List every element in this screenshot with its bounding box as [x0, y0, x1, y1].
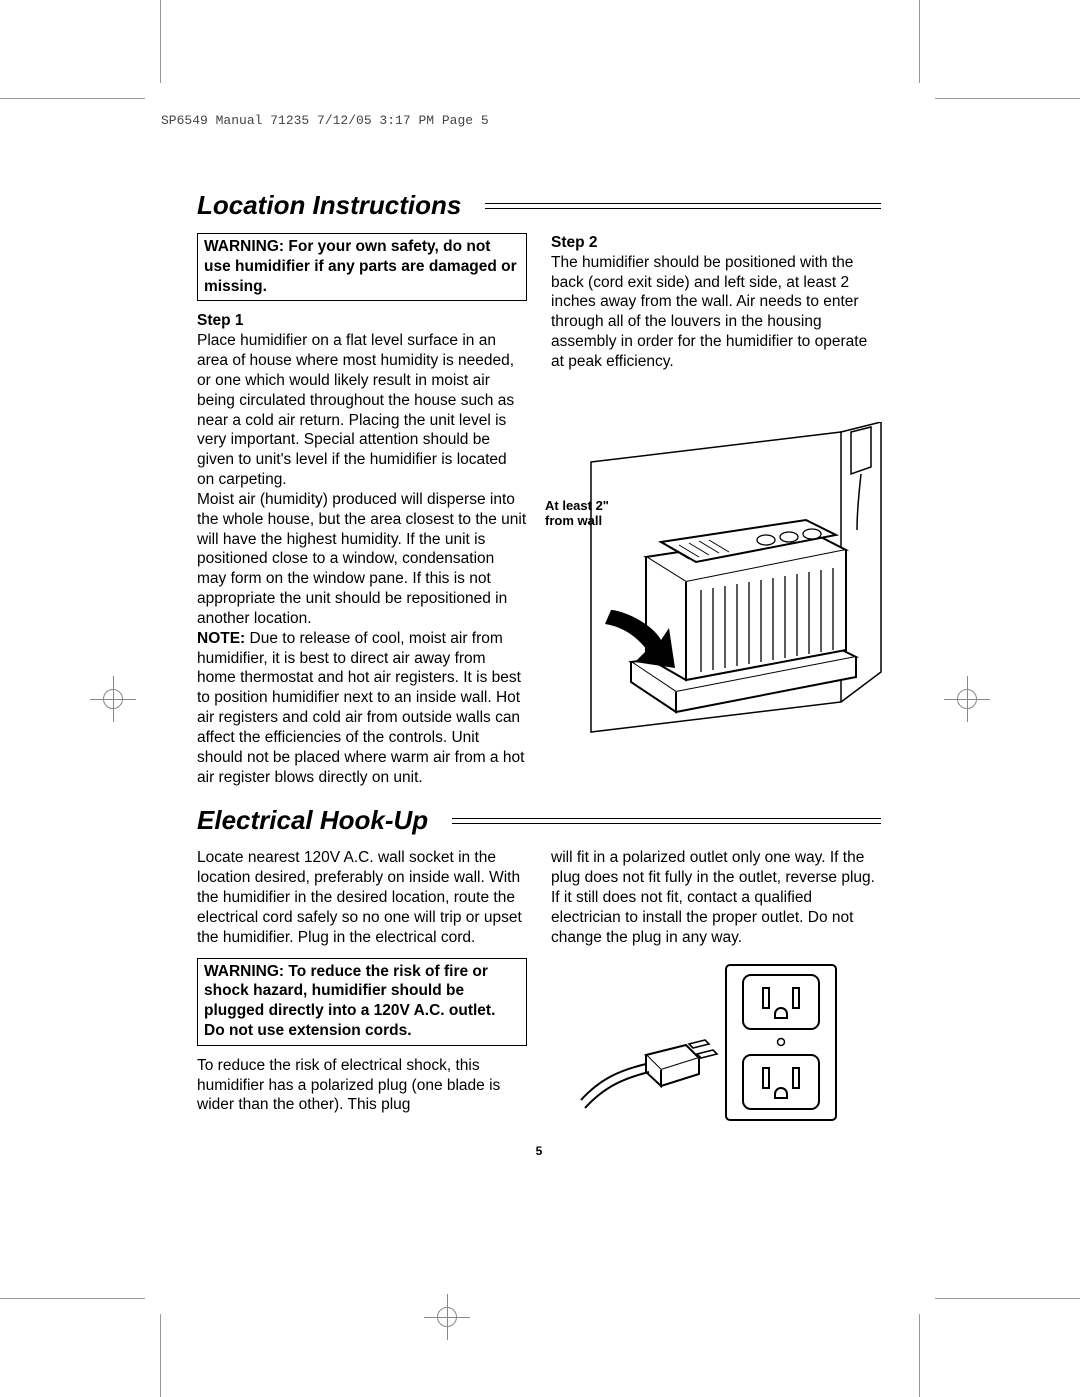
- note-label: NOTE:: [197, 630, 245, 647]
- outlet-illustration-wrap: [551, 960, 881, 1130]
- section-heading-electrical: Electrical Hook-Up: [197, 805, 881, 836]
- body-span: Due to release of cool, moist air from h…: [197, 630, 524, 786]
- crop-mark: [0, 1298, 145, 1299]
- section-rule: [452, 818, 881, 824]
- body-span: Moist air (humidity) produced will dispe…: [197, 491, 526, 627]
- outlet-illustration: [551, 960, 881, 1130]
- body-text: To reduce the risk of electrical shock, …: [197, 1056, 527, 1115]
- body-text: The humidifier should be positioned with…: [551, 253, 881, 372]
- section2-col-left: Locate nearest 120V A.C. wall socket in …: [197, 848, 527, 1129]
- page-content: Location Instructions WARNING: For your …: [197, 190, 881, 1130]
- print-job-text: SP6549 Manual 71235 7/12/05 3:17 PM Page…: [161, 113, 489, 128]
- body-text: will fit in a polarized outlet only one …: [551, 848, 881, 947]
- crop-mark: [0, 98, 145, 99]
- section-title: Electrical Hook-Up: [197, 805, 428, 836]
- registration-mark: [430, 1300, 464, 1334]
- crop-mark: [919, 1314, 920, 1397]
- section1-columns: WARNING: For your own safety, do not use…: [197, 233, 881, 787]
- crop-mark: [935, 1298, 1080, 1299]
- section2-col-right: will fit in a polarized outlet only one …: [551, 848, 881, 1129]
- humidifier-illustration: [561, 422, 891, 752]
- crop-mark: [160, 1314, 161, 1397]
- section-title: Location Instructions: [197, 190, 461, 221]
- section-heading-location: Location Instructions: [197, 190, 881, 221]
- registration-mark: [950, 682, 984, 716]
- crop-mark: [919, 0, 920, 83]
- page-number: 5: [536, 1144, 543, 1158]
- warning-box: WARNING: To reduce the risk of fire or s…: [197, 958, 527, 1046]
- warning-text: WARNING: For your own safety, do not use…: [204, 238, 517, 295]
- body-text: Moist air (humidity) produced will dispe…: [197, 490, 527, 787]
- crop-mark: [160, 0, 161, 83]
- crop-mark: [935, 98, 1080, 99]
- section1-col-right: Step 2 The humidifier should be position…: [551, 233, 881, 787]
- print-job-line: SP6549 Manual 71235 7/12/05 3:17 PM Page…: [161, 113, 489, 128]
- section1-col-left: WARNING: For your own safety, do not use…: [197, 233, 527, 787]
- humidifier-illustration-wrap: At least 2" from wall: [551, 432, 881, 762]
- section2-columns: Locate nearest 120V A.C. wall socket in …: [197, 848, 881, 1129]
- section-rule: [485, 203, 881, 209]
- warning-box: WARNING: For your own safety, do not use…: [197, 233, 527, 301]
- body-text: Place humidifier on a flat level surface…: [197, 331, 527, 490]
- warning-text: WARNING: To reduce the risk of fire or s…: [204, 963, 495, 1039]
- body-text: Locate nearest 120V A.C. wall socket in …: [197, 848, 527, 947]
- step-label: Step 2: [551, 233, 881, 253]
- step-label: Step 1: [197, 311, 527, 331]
- registration-mark: [96, 682, 130, 716]
